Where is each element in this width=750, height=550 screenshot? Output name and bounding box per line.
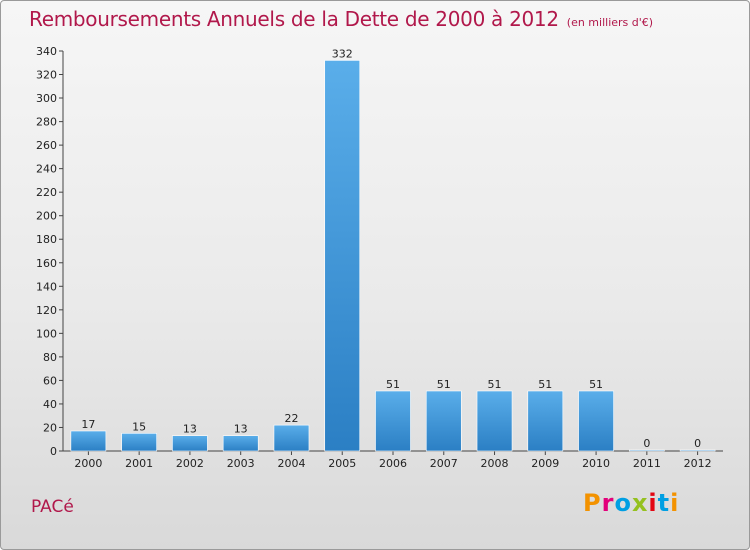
bar-value-label: 0: [694, 437, 701, 450]
x-tick-label: 2010: [582, 457, 610, 470]
y-tick-label: 120: [36, 304, 57, 317]
bar-value-label: 15: [132, 420, 146, 433]
x-tick-label: 2004: [277, 457, 305, 470]
bar-value-label: 51: [437, 378, 451, 391]
y-tick-label: 200: [36, 210, 57, 223]
x-tick-label: 2002: [176, 457, 204, 470]
y-tick-label: 340: [36, 45, 57, 58]
bar-2012: [679, 449, 716, 452]
bar-2003: [222, 435, 259, 452]
chart-subtitle: (en milliers d'€): [566, 16, 654, 29]
y-tick-label: 320: [36, 69, 57, 82]
x-tick-label: 2000: [74, 457, 102, 470]
logo-letter: P: [583, 489, 602, 517]
y-tick-label: 240: [36, 163, 57, 176]
logo-letter: o: [614, 489, 632, 517]
logo-letter: r: [601, 489, 615, 517]
y-tick-label: 20: [43, 421, 57, 434]
x-tick-label: 2007: [430, 457, 458, 470]
bar-value-label: 13: [183, 423, 197, 436]
bar-2010: [578, 390, 614, 452]
bar-value-label: 0: [643, 437, 650, 450]
y-tick-label: 180: [36, 233, 57, 246]
bar-2008: [476, 390, 513, 452]
chart-title-text: Remboursements Annuels de la Dette de 20…: [29, 7, 559, 31]
bar-2006: [375, 390, 411, 452]
y-tick-label: 280: [36, 116, 57, 129]
x-tick-label: 2003: [227, 457, 255, 470]
bar-value-label: 17: [81, 418, 95, 431]
logo-letter: x: [631, 489, 649, 517]
bar-2007: [425, 390, 462, 452]
bar-value-label: 51: [386, 378, 400, 391]
bar-value-label: 51: [538, 378, 552, 391]
logo-letter: i: [670, 489, 680, 517]
x-tick-label: 2005: [328, 457, 356, 470]
y-tick-label: 100: [36, 327, 57, 340]
proxiti-logo: Proxiti: [583, 489, 679, 517]
logo-letter: i: [648, 489, 658, 517]
y-tick-label: 0: [50, 445, 57, 458]
x-tick-label: 2009: [531, 457, 559, 470]
x-tick-label: 2006: [379, 457, 407, 470]
y-tick-label: 80: [43, 351, 57, 364]
bar-value-label: 51: [488, 378, 502, 391]
bar-value-label: 22: [284, 412, 298, 425]
y-tick-label: 140: [36, 280, 57, 293]
chart-title: Remboursements Annuels de la Dette de 20…: [29, 7, 653, 31]
x-tick-label: 2008: [481, 457, 509, 470]
logo-letter: t: [657, 489, 671, 517]
y-tick-label: 40: [43, 398, 57, 411]
bar-2004: [273, 424, 310, 452]
y-tick-label: 220: [36, 186, 57, 199]
town-name: PACé: [31, 497, 74, 517]
bar-value-label: 332: [332, 47, 353, 60]
x-tick-label: 2001: [125, 457, 153, 470]
bar-2001: [121, 433, 157, 452]
x-tick-label: 2011: [633, 457, 661, 470]
bar-2009: [527, 390, 564, 452]
y-tick-label: 300: [36, 92, 57, 105]
x-tick-label: 2012: [684, 457, 712, 470]
bar-2002: [172, 435, 208, 452]
bar-value-label: 13: [234, 423, 248, 436]
bar-2011: [629, 449, 665, 452]
bar-value-label: 51: [589, 378, 603, 391]
bar-2005: [324, 60, 361, 452]
y-tick-label: 60: [43, 374, 57, 387]
bar-2000: [70, 430, 107, 452]
y-tick-label: 260: [36, 139, 57, 152]
y-tick-label: 160: [36, 257, 57, 270]
